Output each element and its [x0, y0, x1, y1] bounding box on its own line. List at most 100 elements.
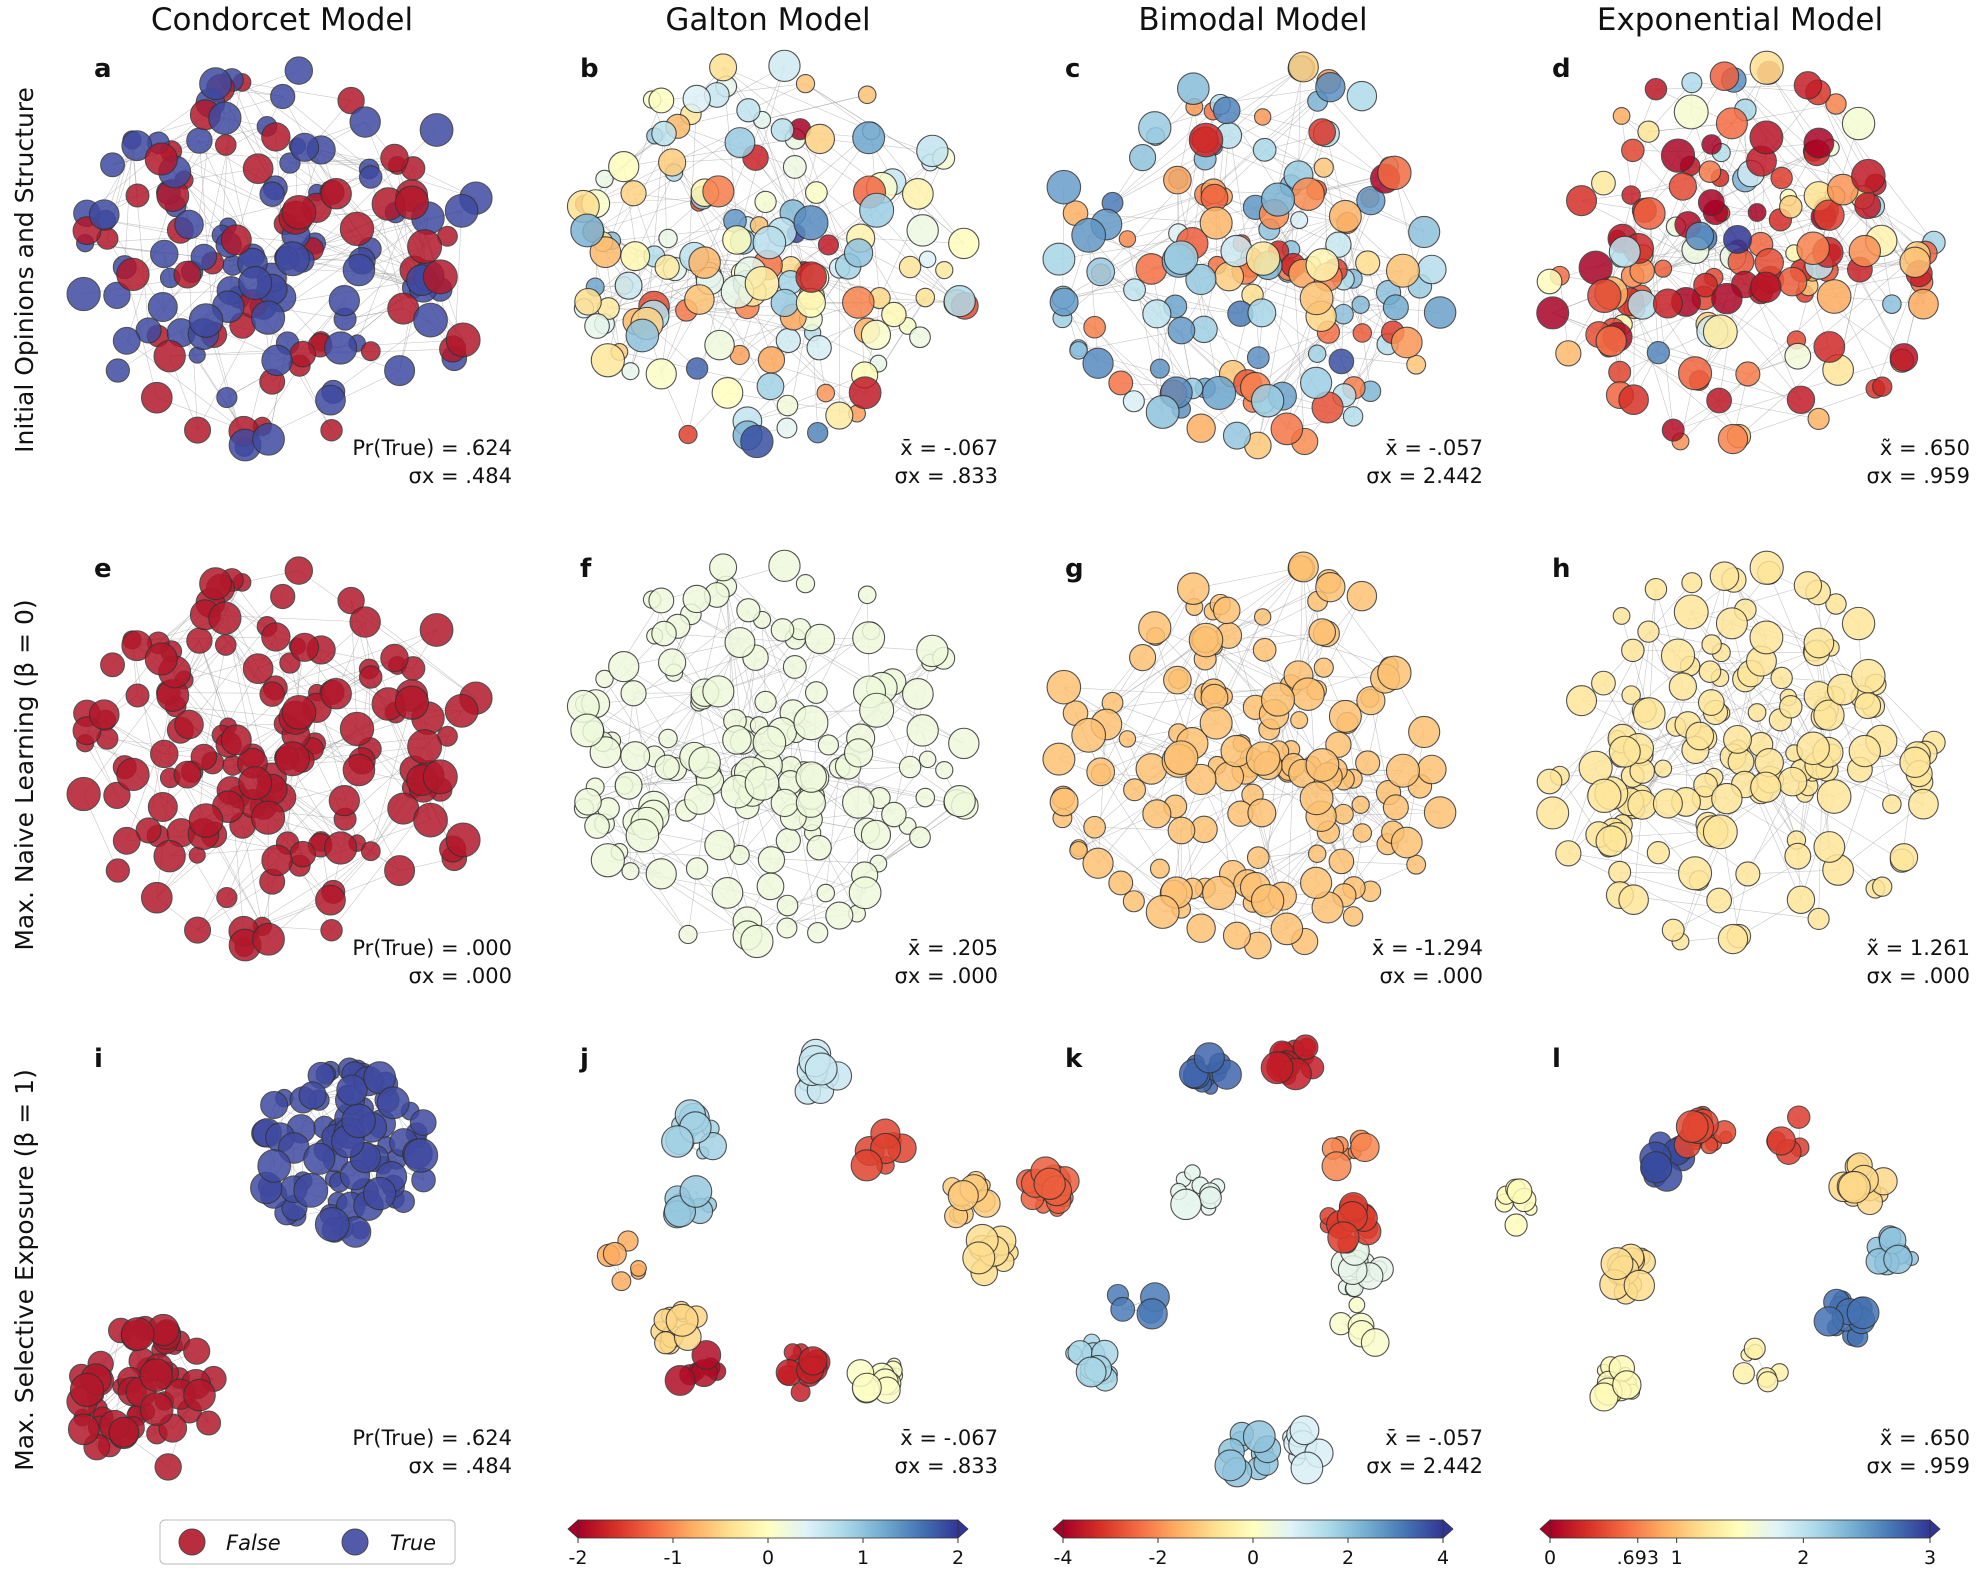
node	[630, 1259, 647, 1277]
panel-stat-sd-e: σx = .000	[409, 964, 512, 988]
panel-letter-e: e	[94, 554, 112, 584]
colorbar-extend-max	[957, 1519, 969, 1539]
node	[1122, 890, 1145, 913]
node	[1803, 627, 1835, 659]
edge	[634, 172, 675, 257]
node	[1766, 1126, 1796, 1156]
node	[1566, 185, 1598, 217]
node	[1702, 814, 1738, 850]
node	[1138, 111, 1172, 145]
panel-stat-sd-g: σx = .000	[1380, 964, 1483, 988]
node	[376, 1086, 410, 1120]
edge	[1127, 207, 1256, 240]
node	[147, 791, 178, 822]
node	[776, 917, 798, 939]
node	[183, 1378, 216, 1412]
node	[1646, 341, 1671, 365]
node	[1591, 670, 1616, 696]
node	[1042, 242, 1076, 276]
node	[260, 1091, 289, 1120]
edge	[1058, 758, 1176, 807]
node	[1678, 856, 1713, 891]
node	[898, 755, 922, 779]
node	[881, 801, 907, 828]
node	[770, 118, 795, 142]
node	[918, 750, 937, 769]
colorbar-tick-label: 1	[857, 1547, 869, 1569]
node	[103, 781, 131, 810]
edge	[1063, 686, 1182, 758]
node	[1709, 61, 1740, 91]
node	[1536, 268, 1563, 295]
node	[688, 746, 721, 779]
node	[1618, 884, 1649, 916]
edge	[224, 117, 318, 193]
node	[1350, 1132, 1380, 1163]
edge	[1704, 150, 1814, 239]
node	[242, 153, 274, 185]
edge	[241, 82, 371, 178]
node	[1779, 195, 1803, 219]
node	[1069, 841, 1088, 860]
node	[174, 709, 204, 740]
node	[362, 1176, 397, 1211]
edge	[287, 269, 360, 344]
node	[795, 573, 816, 594]
edge	[747, 374, 865, 422]
node	[852, 121, 886, 155]
node	[1355, 750, 1381, 776]
edge	[1733, 79, 1814, 152]
column-title-exponential: Exponential Model	[1597, 2, 1883, 38]
node	[1889, 843, 1919, 872]
node	[1661, 918, 1685, 942]
panel-stat-sd-j: σx = .833	[895, 1454, 998, 1478]
node	[1270, 412, 1304, 446]
node	[807, 922, 829, 944]
node	[1668, 672, 1698, 701]
node	[358, 165, 383, 189]
node	[1846, 1296, 1880, 1330]
node	[1033, 1167, 1066, 1200]
node	[445, 322, 481, 358]
node	[1199, 206, 1233, 240]
node	[1813, 831, 1846, 863]
node	[804, 681, 828, 704]
node	[825, 901, 854, 930]
edge	[262, 365, 300, 427]
node	[298, 1081, 327, 1110]
node	[1717, 423, 1749, 455]
row-label-initial: Initial Opinions and Structure	[10, 87, 39, 453]
column-title-bimodal: Bimodal Model	[1138, 2, 1367, 38]
node	[1382, 294, 1409, 321]
node	[1163, 240, 1199, 275]
node	[570, 213, 605, 248]
node	[906, 714, 939, 747]
node	[250, 800, 286, 835]
node	[795, 73, 816, 94]
node	[69, 1372, 105, 1408]
node	[1851, 158, 1886, 194]
node	[190, 743, 218, 771]
node	[590, 843, 625, 878]
node	[289, 340, 317, 368]
node	[1305, 248, 1340, 282]
node	[270, 583, 296, 610]
node	[724, 127, 756, 158]
node	[947, 1180, 979, 1212]
colorbars: -2 -1 0 1 2 -4 -2 0 2 4 0 .693 1 2 3	[567, 1519, 1941, 1569]
node	[112, 826, 141, 855]
node	[1723, 224, 1752, 254]
node	[1328, 199, 1362, 233]
node	[654, 254, 680, 280]
node	[943, 784, 976, 818]
edge	[1330, 586, 1390, 667]
node	[238, 265, 273, 301]
node	[795, 261, 827, 293]
node	[1110, 1296, 1136, 1322]
colorbar-tick-label: 2	[952, 1547, 964, 1569]
node	[174, 209, 204, 240]
edge	[1212, 110, 1372, 201]
node	[1193, 1042, 1225, 1074]
node	[1290, 711, 1309, 730]
node	[407, 229, 443, 265]
